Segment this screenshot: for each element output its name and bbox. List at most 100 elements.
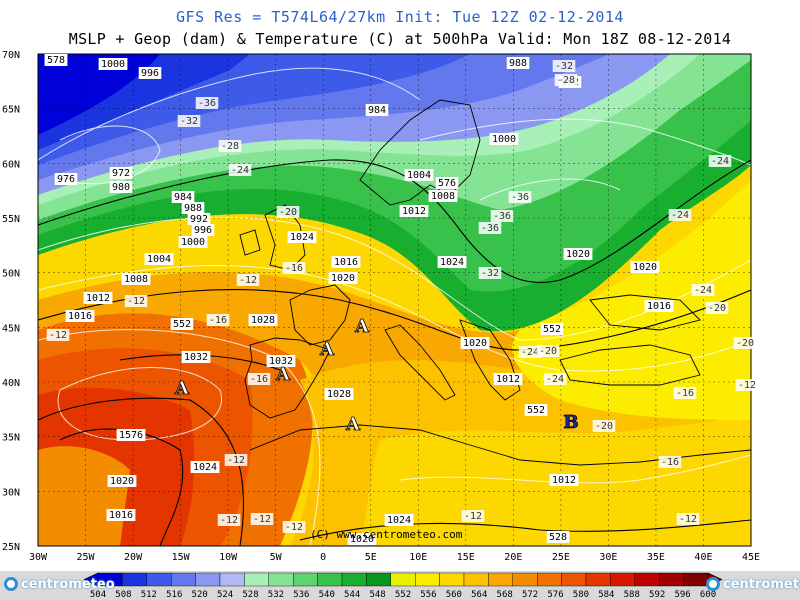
temperature-label: -12 — [679, 514, 697, 525]
pressure-label-bg — [107, 475, 137, 487]
pressure-label: 1016 — [109, 510, 133, 521]
pressure-label-bg — [109, 181, 133, 193]
high-pressure-symbol: A — [319, 339, 335, 360]
pressure-label: 1008 — [431, 191, 455, 202]
pressure-label-bg — [428, 190, 458, 202]
temperature-label: -28 — [221, 141, 239, 152]
lon-label: 25W — [77, 552, 96, 563]
temperature-label-bg — [236, 274, 260, 286]
legend-swatch — [341, 572, 367, 587]
lon-label: 30E — [599, 552, 617, 563]
pressure-label-bg — [54, 173, 78, 185]
lon-label: 0 — [320, 552, 326, 563]
pressure-label-bg — [549, 474, 579, 486]
pressure-label: 1028 — [251, 315, 275, 326]
pressure-label: 1020 — [350, 534, 374, 545]
pressure-label: 1012 — [402, 206, 426, 217]
legend-swatch — [634, 572, 660, 587]
pressure-label: 988 — [184, 203, 202, 214]
temperature-label-bg — [508, 191, 532, 203]
temperature-label-bg — [708, 155, 732, 167]
pressure-label: 992 — [190, 214, 208, 225]
legend-value: 568 — [497, 590, 513, 600]
temperature-label: -20 — [539, 346, 557, 357]
pressure-label: 988 — [509, 58, 527, 69]
temperature-label-bg — [490, 210, 514, 222]
high-pressure-symbol: A — [345, 414, 361, 435]
pressure-label-bg — [287, 231, 317, 243]
pressure-label: 1020 — [566, 249, 590, 260]
temperature-label-bg — [668, 209, 692, 221]
lat-label: 50N — [2, 269, 20, 280]
pressure-label-bg — [404, 169, 434, 181]
temperature-label-bg — [478, 267, 502, 279]
high-pressure-symbol: A — [174, 378, 190, 399]
legend-value: 588 — [624, 590, 640, 600]
legend-swatch — [146, 572, 172, 587]
pressure-label: 1032 — [184, 352, 208, 363]
legend-value: 512 — [141, 590, 157, 600]
legend-swatch — [537, 572, 562, 587]
pressure-label-bg — [109, 167, 133, 179]
pressure-label: 1020 — [110, 476, 134, 487]
pressure-label-bg — [178, 236, 208, 248]
temperature-label: -12 — [738, 380, 756, 391]
pressure-label: 1024 — [290, 232, 314, 243]
temperature-label: -12 — [253, 514, 271, 525]
color-legend: 504 508 512 516 520 524 528 532 536 540 544 548 552 5… — [0, 571, 800, 600]
legend-value: 548 — [369, 590, 385, 600]
pressure-label: 1004 — [407, 170, 431, 181]
pressure-label-bg — [437, 256, 467, 268]
legend-value: 520 — [192, 590, 208, 600]
logo-right-text: centrometeo — [723, 576, 800, 592]
pressure-label-bg — [190, 461, 220, 473]
pressure-label-bg — [460, 337, 490, 349]
pressure-label-bg — [493, 373, 523, 385]
pressure-label-bg — [506, 57, 530, 69]
pressure-label-bg — [98, 58, 128, 70]
temperature-label: -20 — [595, 421, 613, 432]
lon-label: 20W — [124, 552, 143, 563]
temperature-label-bg — [658, 456, 682, 468]
longitude-labels: 30W 25W 20W 15W 10W 5W 0 5E 10E 15E 20E 25E 30E 35E 40… — [29, 552, 760, 563]
temperature-label-bg — [735, 379, 759, 391]
legend-swatch — [610, 572, 636, 587]
pressure-label-bg — [170, 318, 194, 330]
temperature-label: -24 — [694, 285, 712, 296]
logo-mark-icon — [706, 577, 720, 591]
pressure-label-bg — [331, 256, 361, 268]
legend-value: 508 — [115, 590, 131, 600]
legend-value: 576 — [547, 590, 563, 600]
pressure-label-bg — [328, 272, 358, 284]
temperature-label: -16 — [250, 374, 268, 385]
temperature-label: -20 — [708, 303, 726, 314]
pressure-label: 984 — [368, 105, 386, 116]
pressure-label: 1004 — [147, 254, 171, 265]
temperature-label-bg — [676, 513, 700, 525]
lat-label: 40N — [2, 378, 20, 389]
legend-swatch — [244, 572, 269, 587]
lon-label: 5W — [270, 552, 283, 563]
temperature-label-bg — [478, 222, 502, 234]
pressure-label-bg — [187, 213, 211, 225]
legend-swatch — [293, 572, 318, 587]
pressure-label: 1576 — [119, 430, 143, 441]
lat-label: 55N — [2, 214, 20, 225]
pressure-label: 1028 — [327, 389, 351, 400]
temperature-label: -24 — [711, 156, 729, 167]
lon-label: 10E — [409, 552, 427, 563]
legend-swatch — [390, 572, 416, 587]
legend-swatch — [415, 572, 440, 587]
model-title: GFS Res = T574L64/27km Init: Tue 12Z 02-… — [176, 8, 624, 26]
legend-swatch — [317, 572, 343, 587]
lon-label: 15W — [172, 552, 191, 563]
lon-label: 15E — [457, 552, 475, 563]
logo-left: centrometeo — [4, 575, 115, 593]
temperature-label-bg — [733, 337, 757, 349]
temperature-label-bg — [177, 115, 201, 127]
legend-swatch — [659, 572, 684, 587]
lon-label: 20E — [504, 552, 522, 563]
legend-value: 532 — [268, 590, 284, 600]
lon-label: 40E — [694, 552, 712, 563]
